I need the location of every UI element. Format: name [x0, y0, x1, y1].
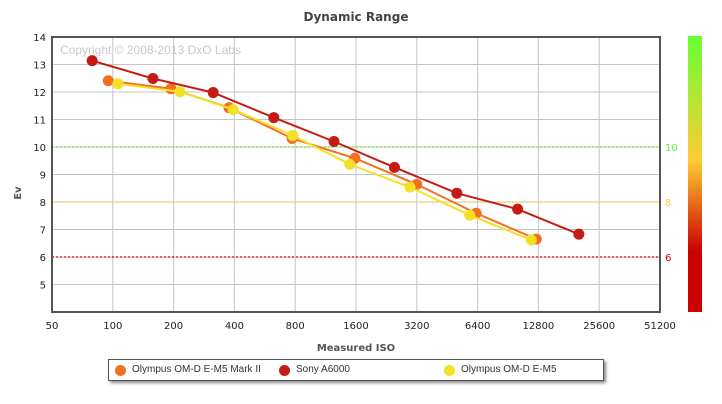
data-point[interactable] — [512, 203, 524, 215]
y-tick-label: 6 — [40, 253, 46, 264]
data-point[interactable] — [287, 129, 299, 141]
legend-label: Olympus OM-D E-M5 Mark II — [132, 364, 261, 375]
series-1 — [86, 55, 585, 240]
data-point[interactable] — [525, 234, 537, 246]
x-tick-label: 800 — [286, 321, 305, 332]
x-tick-label: 100 — [103, 321, 122, 332]
data-point[interactable] — [388, 161, 400, 173]
y-tick-label: 8 — [40, 198, 46, 209]
data-point[interactable] — [344, 158, 356, 170]
x-axis-label: Measured ISO — [317, 343, 395, 354]
data-point[interactable] — [328, 136, 340, 147]
data-point[interactable] — [227, 104, 239, 116]
plot-border — [51, 36, 661, 313]
watermark: Copyright © 2008-2013 DxO Labs — [60, 43, 241, 57]
chart-title: Dynamic Range — [304, 10, 409, 24]
legend-marker — [115, 365, 126, 376]
x-tick-label: 1600 — [343, 321, 368, 332]
x-tick-label: 12800 — [522, 321, 554, 332]
y-tick-label: 11 — [33, 116, 46, 127]
data-point[interactable] — [112, 78, 124, 90]
x-tick-label: 25600 — [583, 321, 615, 332]
y-tick-label: 14 — [33, 33, 46, 44]
series-2 — [112, 78, 537, 246]
x-tick-label: 50 — [46, 321, 59, 332]
data-point[interactable] — [102, 75, 114, 87]
data-point[interactable] — [147, 73, 159, 85]
series-0 — [102, 75, 542, 245]
data-point[interactable] — [207, 87, 219, 99]
data-point[interactable] — [451, 187, 463, 199]
x-tick-label: 6400 — [465, 321, 490, 332]
y-tick-label: 5 — [40, 281, 46, 292]
reference-label: 6 — [665, 253, 671, 264]
legend-marker — [444, 365, 455, 376]
y-tick-label: 10 — [33, 143, 46, 154]
reference-label: 10 — [665, 143, 678, 154]
x-tick-label: 400 — [225, 321, 244, 332]
data-point[interactable] — [174, 86, 186, 98]
x-tick-label: 51200 — [644, 321, 676, 332]
y-axis-label: Ev — [13, 186, 24, 200]
x-tick-label: 3200 — [404, 321, 429, 332]
legend-label: Sony A6000 — [296, 364, 350, 375]
data-point[interactable] — [86, 55, 98, 67]
data-point[interactable] — [573, 228, 585, 240]
reference-label: 8 — [665, 198, 671, 209]
series-line — [117, 82, 532, 241]
data-point[interactable] — [268, 112, 280, 124]
y-tick-label: 13 — [33, 61, 46, 72]
legend: Olympus OM-D E-M5 Mark II Sony A6000 Oly… — [108, 359, 604, 381]
x-tick-label: 200 — [164, 321, 183, 332]
y-tick-label: 12 — [33, 88, 46, 99]
data-point[interactable] — [404, 181, 416, 193]
data-point[interactable] — [464, 209, 476, 221]
legend-label: Olympus OM-D E-M5 — [461, 364, 557, 375]
color-scale-bar — [688, 36, 702, 312]
y-tick-label: 9 — [40, 171, 46, 182]
y-tick-label: 7 — [40, 226, 46, 237]
legend-marker — [279, 365, 290, 376]
